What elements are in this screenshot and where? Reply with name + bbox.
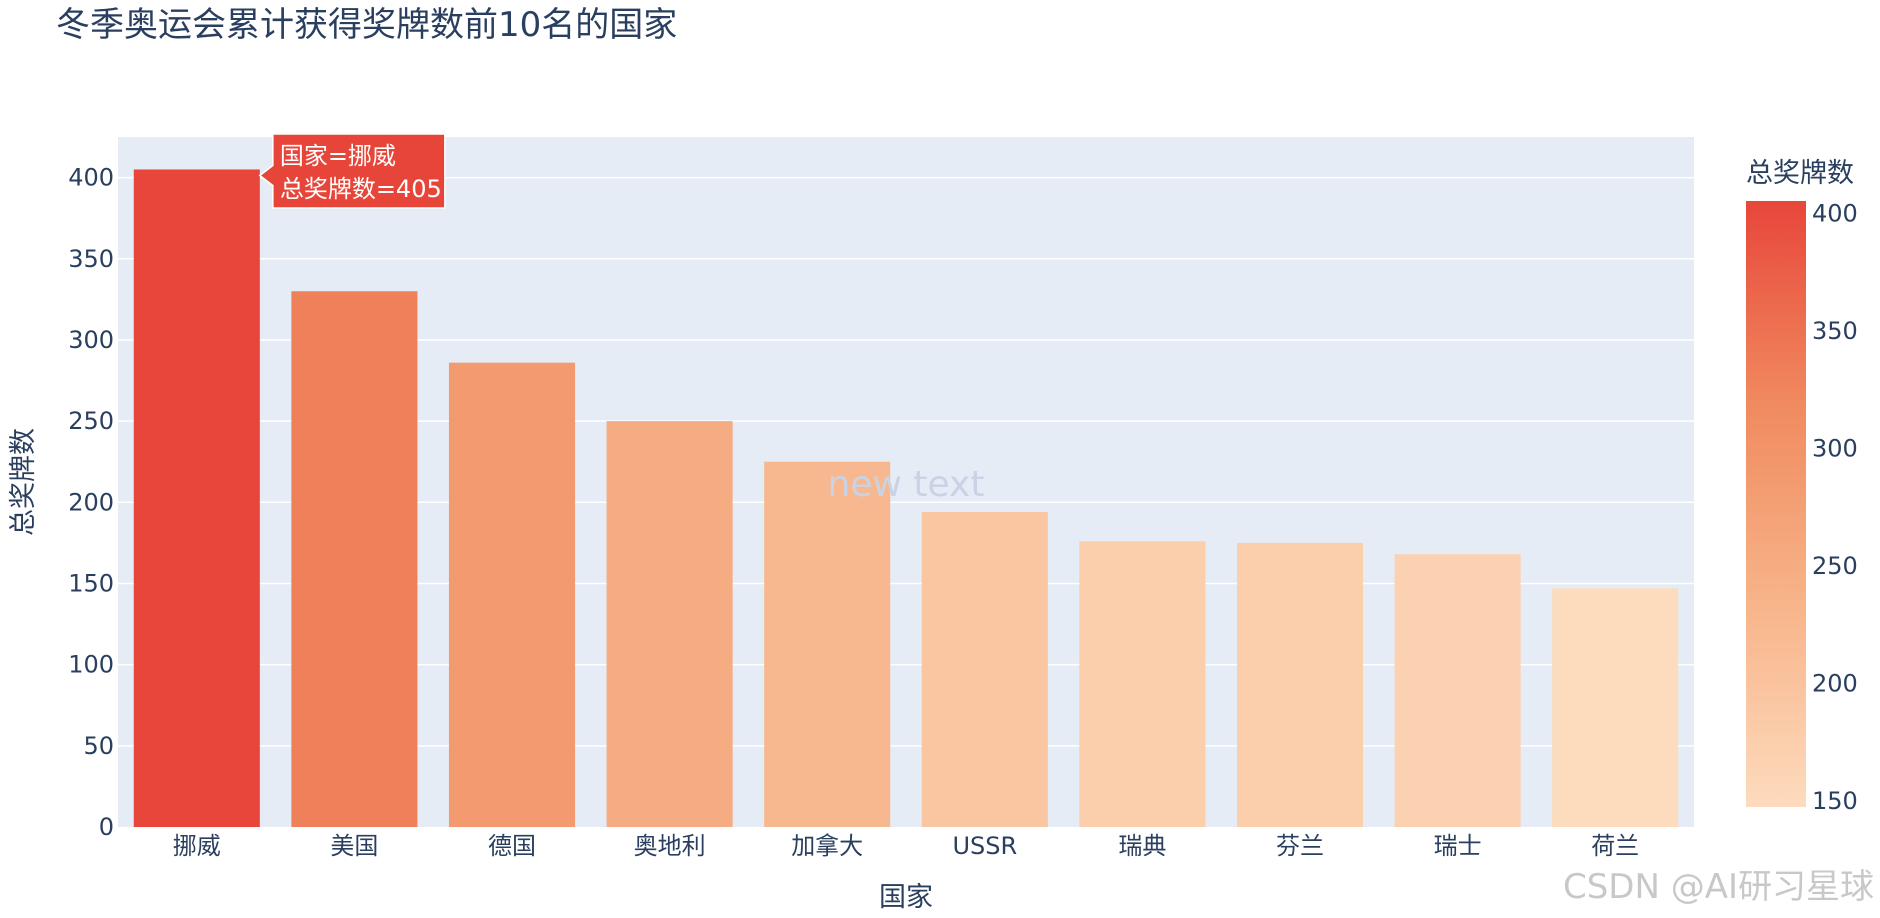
x-tick-label: USSR [952, 832, 1017, 860]
watermark: CSDN @AI研习星球 [1563, 867, 1874, 907]
y-tick-label: 400 [68, 164, 114, 192]
x-tick-label: 瑞典 [1118, 832, 1166, 860]
colorbar [1746, 201, 1806, 807]
x-axis-ticks: 挪威 美国 德国 奥地利 加拿大 USSR 瑞典 芬兰 瑞士 荷兰 [173, 832, 1639, 860]
colorbar-tick-label: 350 [1812, 317, 1858, 345]
hover-line-country: 国家=挪威 [280, 142, 396, 170]
y-axis-title: 总奖牌数 [8, 428, 39, 536]
x-axis-title: 国家 [879, 882, 933, 913]
colorbar-tick-label: 300 [1812, 435, 1858, 463]
bar[interactable] [133, 169, 260, 827]
x-tick-label: 瑞士 [1434, 832, 1482, 860]
bar[interactable] [921, 512, 1048, 827]
bar[interactable] [1236, 542, 1364, 827]
y-tick-label: 150 [68, 569, 114, 597]
y-tick-label: 100 [68, 651, 114, 679]
colorbar-tick-label: 400 [1812, 200, 1858, 228]
colorbar-tick-label: 200 [1812, 670, 1858, 698]
bar[interactable] [291, 291, 418, 827]
colorbar-title: 总奖牌数 [1746, 158, 1854, 189]
x-tick-label: 荷兰 [1591, 832, 1639, 860]
y-tick-label: 250 [68, 407, 114, 435]
x-tick-label: 奥地利 [634, 832, 706, 860]
y-tick-label: 200 [68, 488, 114, 516]
bar[interactable] [448, 362, 576, 827]
bar[interactable] [1552, 588, 1679, 827]
annotation-text[interactable]: new text [828, 464, 985, 505]
colorbar-tick-label: 150 [1812, 787, 1858, 815]
colorbar-ticks: 150 200 250 300 350 400 [1812, 200, 1858, 815]
x-tick-label: 挪威 [173, 832, 221, 860]
x-tick-label: 加拿大 [791, 832, 863, 860]
y-tick-label: 0 [99, 813, 114, 841]
chart-title: 冬季奥运会累计获得奖牌数前10名的国家 [56, 5, 677, 45]
hover-line-total: 总奖牌数=405 [280, 175, 442, 203]
bar[interactable] [1394, 554, 1521, 827]
x-tick-label: 德国 [488, 832, 536, 860]
bars[interactable] [133, 169, 1679, 827]
bar[interactable] [764, 461, 891, 827]
colorbar-tick-label: 250 [1812, 552, 1858, 580]
y-tick-label: 50 [83, 732, 114, 760]
bar[interactable] [1079, 541, 1206, 827]
hover-box [258, 133, 446, 209]
bar[interactable] [606, 421, 733, 827]
y-tick-label: 300 [68, 326, 114, 354]
y-axis-ticks: 0 50 100 150 200 250 300 350 400 [68, 164, 114, 841]
x-tick-label: 美国 [330, 832, 378, 860]
hover-tooltip: 国家=挪威 总奖牌数=405 [258, 133, 446, 209]
y-tick-label: 350 [68, 245, 114, 273]
x-tick-label: 芬兰 [1276, 832, 1324, 860]
